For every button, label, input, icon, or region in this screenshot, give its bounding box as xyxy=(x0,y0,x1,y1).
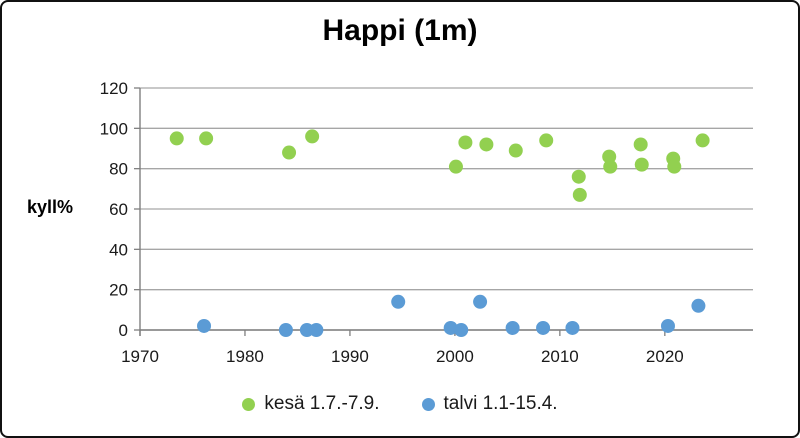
data-point-kesa xyxy=(458,135,473,150)
data-point-kesa xyxy=(667,159,682,174)
legend: kesä 1.7.-7.9. talvi 1.1-15.4. xyxy=(0,393,800,415)
data-point-kesa xyxy=(199,131,214,146)
data-point-kesa xyxy=(603,159,618,174)
data-point-kesa xyxy=(695,133,710,148)
x-tick-label: 1990 xyxy=(331,347,369,366)
data-point-kesa xyxy=(602,149,617,164)
data-point-talvi xyxy=(309,323,324,337)
data-point-kesa xyxy=(571,169,586,184)
data-point-kesa xyxy=(169,131,184,146)
legend-label-talvi: talvi 1.1-15.4. xyxy=(443,393,558,414)
data-point-talvi xyxy=(454,323,469,337)
legend-item-talvi: talvi 1.1-15.4. xyxy=(421,393,558,415)
kesa-marker-icon xyxy=(242,397,256,411)
y-tick-label: 100 xyxy=(100,119,128,138)
talvi-marker-icon xyxy=(421,397,435,411)
data-point-kesa xyxy=(633,137,648,152)
x-tick-label: 1980 xyxy=(226,347,264,366)
data-point-kesa xyxy=(479,137,494,152)
data-point-talvi xyxy=(660,318,675,333)
data-point-talvi xyxy=(536,320,551,335)
x-tick-label: 2010 xyxy=(541,347,579,366)
x-tick-label: 2000 xyxy=(436,347,474,366)
chart-title: Happi (1m) xyxy=(322,14,478,47)
data-point-talvi xyxy=(565,320,580,335)
data-point-kesa xyxy=(572,187,587,202)
y-tick-label: 80 xyxy=(109,160,128,179)
data-point-talvi xyxy=(473,294,488,309)
data-point-kesa xyxy=(634,157,649,172)
y-axis-title: kyll% xyxy=(26,197,74,217)
x-tick-label: 2020 xyxy=(646,347,684,366)
data-point-talvi xyxy=(391,294,406,309)
data-point-kesa xyxy=(508,143,523,158)
data-point-talvi xyxy=(505,320,520,335)
y-tick-label: 0 xyxy=(119,321,128,340)
data-point-talvi xyxy=(691,298,706,313)
data-point-kesa xyxy=(539,133,554,148)
legend-label-kesa: kesä 1.7.-7.9. xyxy=(264,393,380,414)
data-point-kesa xyxy=(448,159,463,174)
y-tick-label: 40 xyxy=(109,240,128,259)
legend-item-kesa: kesä 1.7.-7.9. xyxy=(242,393,380,415)
y-tick-label: 120 xyxy=(100,79,128,98)
data-point-talvi xyxy=(278,323,293,337)
data-point-kesa xyxy=(305,129,320,144)
data-point-talvi xyxy=(197,318,212,333)
data-point-kesa xyxy=(282,145,297,160)
data-point-talvi xyxy=(443,320,458,335)
x-tick-label: 1970 xyxy=(121,347,159,366)
y-tick-label: 20 xyxy=(109,281,128,300)
y-tick-label: 60 xyxy=(109,200,128,219)
